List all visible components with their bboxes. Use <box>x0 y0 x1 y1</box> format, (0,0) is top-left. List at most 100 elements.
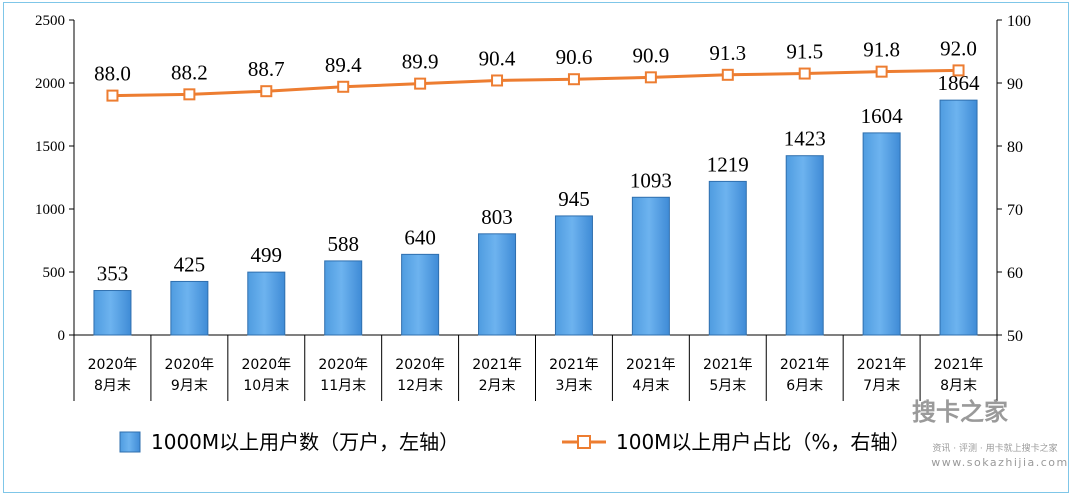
chart-axes: 0 500 1000 1500 2000 2500 50 60 70 80 90 100 <box>35 13 1031 401</box>
right-axis-tick-label: 100 <box>1007 13 1031 30</box>
x-axis-label-month: 6月末 <box>786 378 823 394</box>
x-axis-labels: 2020年 8月末 2020年 9月末 2020年 10月末 2020年 11月末 2020年 1… <box>88 357 984 394</box>
bar <box>785 155 824 336</box>
bar-data-label: 803 <box>481 205 513 229</box>
x-axis-label-year: 2020年 <box>165 357 215 373</box>
line-data-label: 88.0 <box>94 62 131 86</box>
bar <box>554 215 593 336</box>
watermark-url: www.sokazhijia.com <box>931 456 1069 469</box>
left-axis-tick-label: 1500 <box>35 139 65 155</box>
line-marker <box>875 65 888 78</box>
left-axis-tick-label: 1000 <box>35 202 65 218</box>
line-marker <box>721 68 734 81</box>
line-marker <box>183 88 196 101</box>
x-axis-label-year: 2020年 <box>318 357 368 373</box>
x-axis-label-year: 2020年 <box>241 357 291 373</box>
x-axis-label-month: 8月末 <box>940 378 977 394</box>
x-axis-label-year: 2021年 <box>934 357 984 373</box>
line-data-label: 89.4 <box>325 53 362 77</box>
line-data-label: 91.3 <box>709 41 746 65</box>
x-axis-label-month: 4月末 <box>632 378 669 394</box>
bar-series <box>93 99 978 336</box>
x-axis-label-month: 3月末 <box>555 378 592 394</box>
left-axis-tick-label: 500 <box>43 265 66 281</box>
right-axis-tick-label: 70 <box>1007 202 1023 219</box>
bar <box>478 233 517 336</box>
line-marker <box>952 64 965 77</box>
line-marker <box>798 67 811 80</box>
x-axis-label-month: 7月末 <box>863 378 900 394</box>
legend-line-label: 100M以上用户占比（%，右轴） <box>616 430 910 454</box>
line-data-label: 92.0 <box>940 36 977 60</box>
bar-data-label: 1604 <box>861 104 904 128</box>
bar-data-label: 499 <box>251 243 283 267</box>
x-axis-label-year: 2021年 <box>703 357 753 373</box>
right-axis-tick-label: 50 <box>1007 328 1023 345</box>
chart-legend: 1000M以上用户数（万户，左轴） 100M以上用户占比（%，右轴） <box>119 430 910 454</box>
line-data-label: 89.9 <box>402 50 439 74</box>
legend-bar-swatch <box>119 431 141 453</box>
line-marker <box>106 89 119 102</box>
x-axis-label-year: 2021年 <box>780 357 830 373</box>
legend-bar-label: 1000M以上用户数（万户，左轴） <box>151 430 459 454</box>
bar <box>862 132 901 336</box>
bar <box>401 253 440 336</box>
x-axis-label-year: 2020年 <box>395 357 445 373</box>
line-marker <box>491 74 504 87</box>
bar-data-label: 353 <box>97 262 129 286</box>
watermark-tagline: 资讯 · 评测 · 用卡就上搜卡之家 <box>932 442 1057 454</box>
bar <box>247 271 286 336</box>
x-axis-label-month: 12月末 <box>397 378 443 394</box>
line-marker <box>567 73 580 86</box>
bar <box>939 99 978 336</box>
x-axis-label-year: 2021年 <box>549 357 599 373</box>
x-axis-label-year: 2021年 <box>472 357 522 373</box>
legend-line-marker <box>577 435 591 449</box>
bar <box>170 280 209 336</box>
x-axis-label-year: 2020年 <box>88 357 138 373</box>
right-axis-tick-label: 90 <box>1007 76 1023 93</box>
x-axis-label-month: 10月末 <box>243 378 289 394</box>
line-data-label: 90.4 <box>479 46 516 70</box>
left-axis-tick-label: 2000 <box>35 76 65 92</box>
bar-data-label: 1093 <box>630 168 672 192</box>
bar-data-label: 1423 <box>784 127 826 151</box>
line-data-label: 90.9 <box>633 43 670 67</box>
line-data-label: 88.7 <box>248 57 285 81</box>
watermark-logo: 搜卡之家 <box>912 398 1008 426</box>
left-axis-tick-label: 0 <box>58 328 66 344</box>
bar-data-label: 640 <box>404 225 436 249</box>
line-marker <box>414 77 427 90</box>
bar-data-label: 1219 <box>707 152 749 176</box>
left-axis-tick-label: 2500 <box>35 13 65 29</box>
line-data-labels: 88.0 88.2 88.7 89.4 89.9 90.4 90.6 90.9 91.3 91.5… <box>94 36 977 85</box>
line-marker <box>260 85 273 98</box>
bar-data-label: 425 <box>174 252 206 276</box>
x-axis-label-year: 2021年 <box>857 357 907 373</box>
bar <box>708 180 747 336</box>
bar <box>93 290 132 336</box>
x-axis-label-month: 8月末 <box>94 378 131 394</box>
x-axis-label-month: 9月末 <box>171 378 208 394</box>
x-axis-label-month: 2月末 <box>479 378 516 394</box>
line-data-label: 91.8 <box>863 38 900 62</box>
line-path <box>112 68 959 98</box>
line-data-label: 90.6 <box>556 45 593 69</box>
line-series <box>106 64 965 102</box>
line-data-label: 91.5 <box>786 40 823 64</box>
line-marker <box>337 80 350 93</box>
bar-data-label: 588 <box>327 232 359 256</box>
right-axis-tick-label: 60 <box>1007 265 1023 282</box>
right-axis-tick-label: 80 <box>1007 139 1023 156</box>
x-axis-label-year: 2021年 <box>626 357 676 373</box>
bar-data-labels: 353 425 499 588 6408039451093121914231604186… <box>97 71 980 285</box>
line-marker <box>644 71 657 84</box>
x-axis-label-month: 11月末 <box>320 378 366 394</box>
bar <box>324 260 363 336</box>
bar-data-label: 945 <box>558 187 590 211</box>
bar <box>631 196 670 336</box>
line-data-label: 88.2 <box>171 60 208 84</box>
x-axis-label-month: 5月末 <box>709 378 746 394</box>
